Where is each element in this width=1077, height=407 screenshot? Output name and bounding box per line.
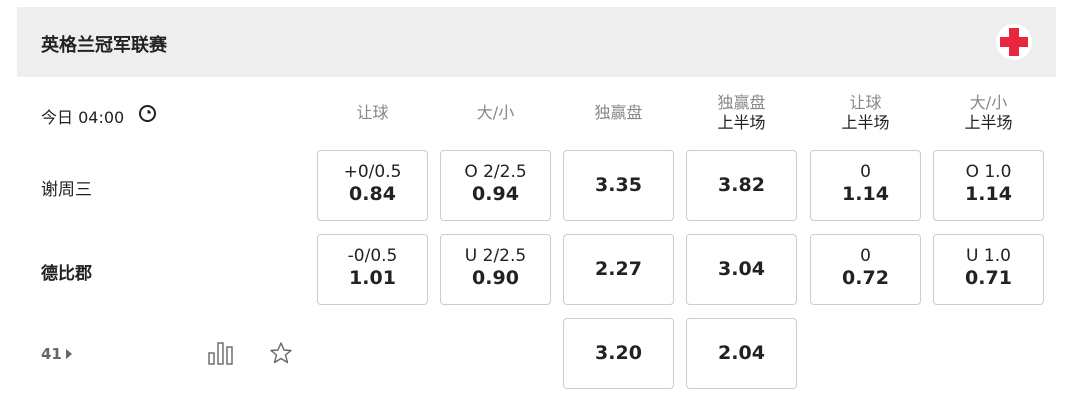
odds-button[interactable]: 3.04 xyxy=(686,234,797,305)
odds-value: 2.27 xyxy=(595,258,642,280)
column-header: 独赢盘 xyxy=(563,103,674,123)
column-label: 独赢盘 xyxy=(594,103,643,122)
odds-button[interactable]: 3.82 xyxy=(686,150,797,221)
home-team: 谢周三 xyxy=(41,180,92,200)
odds-button[interactable]: O 1.0 1.14 xyxy=(933,150,1044,221)
odds-line: -0/0.5 xyxy=(347,246,398,266)
odds-button[interactable]: -0/0.5 1.01 xyxy=(317,234,428,305)
odds-value: 1.14 xyxy=(842,183,889,205)
match-time: 今日 04:00 xyxy=(41,108,125,127)
away-team: 德比郡 xyxy=(41,264,92,284)
odds-line: O 2/2.5 xyxy=(464,162,527,182)
odds-button[interactable]: O 2/2.5 0.94 xyxy=(440,150,551,221)
odds-button[interactable]: U 2/2.5 0.90 xyxy=(440,234,551,305)
odds-value: 3.35 xyxy=(595,174,642,196)
odds-value: 2.04 xyxy=(718,342,765,364)
odds-value: 0.71 xyxy=(965,267,1012,289)
odds-button[interactable]: 2.27 xyxy=(563,234,674,305)
clock-icon xyxy=(139,105,156,122)
odds-value: 0.72 xyxy=(842,267,889,289)
league-title: 英格兰冠军联赛 xyxy=(41,35,167,56)
more-markets-button[interactable]: 41 xyxy=(41,345,72,363)
odds-line: U 2/2.5 xyxy=(464,246,527,266)
odds-line: 0 xyxy=(860,246,871,266)
odds-button[interactable]: 0 1.14 xyxy=(810,150,921,221)
odds-value: 3.82 xyxy=(718,174,765,196)
odds-line: U 1.0 xyxy=(966,246,1011,266)
column-label: 大/小 xyxy=(969,93,1008,112)
caret-right-icon xyxy=(65,349,72,359)
odds-line: +0/0.5 xyxy=(343,162,402,182)
odds-value: 3.20 xyxy=(595,342,642,364)
england-flag-icon xyxy=(996,24,1032,60)
column-label: 大/小 xyxy=(476,103,515,122)
odds-button[interactable]: 2.04 xyxy=(686,318,797,389)
odds-value: 1.14 xyxy=(965,183,1012,205)
odds-button[interactable]: +0/0.5 0.84 xyxy=(317,150,428,221)
column-sublabel: 上半场 xyxy=(964,113,1013,132)
odds-value: 0.84 xyxy=(349,183,396,205)
column-header: 让球 上半场 xyxy=(810,93,921,133)
odds-line: 0 xyxy=(860,162,871,182)
favorite-star-icon[interactable] xyxy=(268,341,294,365)
column-sublabel: 上半场 xyxy=(717,113,766,132)
odds-button[interactable]: U 1.0 0.71 xyxy=(933,234,1044,305)
column-header: 大/小 上半场 xyxy=(933,93,1044,133)
odds-button[interactable]: 0 0.72 xyxy=(810,234,921,305)
more-count: 41 xyxy=(41,345,62,363)
column-sublabel: 上半场 xyxy=(841,113,890,132)
column-header: 大/小 xyxy=(440,103,551,123)
column-label: 独赢盘 xyxy=(717,93,766,112)
league-header: 英格兰冠军联赛 xyxy=(17,7,1056,77)
odds-button[interactable]: 3.35 xyxy=(563,150,674,221)
odds-button[interactable]: 3.20 xyxy=(563,318,674,389)
odds-line: O 1.0 xyxy=(965,162,1012,182)
odds-value: 0.94 xyxy=(472,183,519,205)
stats-icon[interactable] xyxy=(208,341,234,365)
column-header: 让球 xyxy=(317,103,428,123)
column-label: 让球 xyxy=(356,103,389,122)
column-label: 让球 xyxy=(849,93,882,112)
odds-value: 3.04 xyxy=(718,258,765,280)
odds-value: 0.90 xyxy=(472,267,519,289)
column-header: 独赢盘 上半场 xyxy=(686,93,797,133)
odds-value: 1.01 xyxy=(349,267,396,289)
